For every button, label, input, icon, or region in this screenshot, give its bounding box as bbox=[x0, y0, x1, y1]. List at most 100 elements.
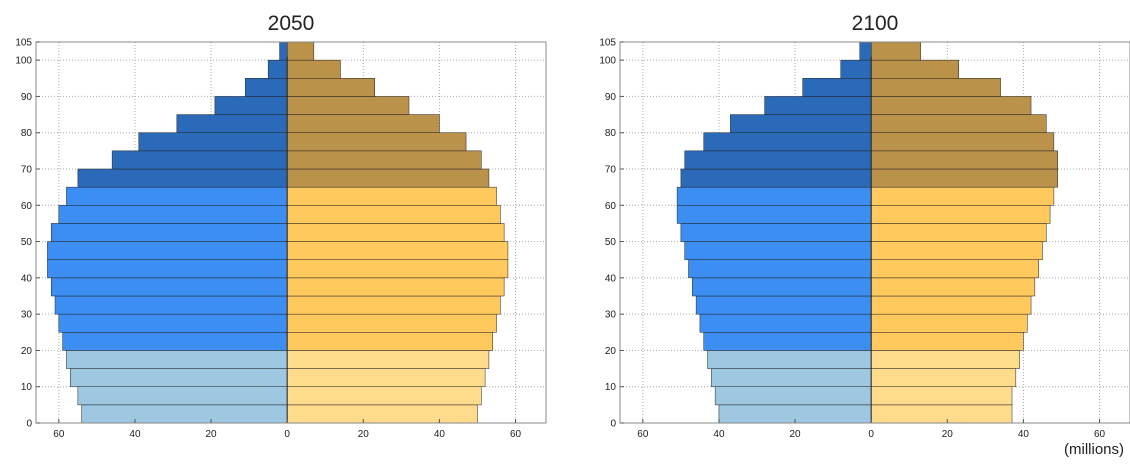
bar-left bbox=[680, 168, 872, 188]
y-tick-label: 0 bbox=[26, 419, 32, 430]
bar-left bbox=[859, 41, 872, 61]
y-tick-label: 50 bbox=[605, 237, 617, 248]
bar-left bbox=[245, 78, 288, 97]
bar-left bbox=[711, 368, 872, 387]
bar-left bbox=[50, 277, 288, 297]
bar-left bbox=[81, 404, 288, 424]
bar-right bbox=[286, 386, 482, 406]
y-tick-label: 90 bbox=[21, 92, 33, 103]
pyramid-plot: 0 10 20 30 40 50 60 70 80 90 100 105 60 40 20 0 20 40 60 bbox=[599, 38, 1130, 440]
bar-right bbox=[286, 295, 501, 315]
y-tick-label: 70 bbox=[605, 165, 617, 176]
bar-right bbox=[870, 132, 1055, 152]
bar-left bbox=[676, 205, 872, 224]
bar-right bbox=[870, 59, 959, 79]
bar-left bbox=[176, 114, 288, 133]
bar-left bbox=[695, 295, 872, 315]
bar-right bbox=[286, 59, 341, 79]
chart-title: 2050 bbox=[267, 12, 315, 35]
bar-left bbox=[66, 186, 288, 206]
x-tick-label: 0 bbox=[284, 429, 290, 440]
y-tick-label: 105 bbox=[15, 38, 32, 49]
chart-title: 2100 bbox=[851, 12, 899, 35]
bar-right bbox=[286, 186, 497, 206]
bar-right bbox=[870, 404, 1013, 424]
y-tick-label: 10 bbox=[21, 382, 33, 393]
bar-right bbox=[870, 350, 1020, 369]
bar-left bbox=[714, 386, 872, 406]
y-tick-label: 60 bbox=[21, 201, 33, 212]
bar-right bbox=[870, 150, 1058, 170]
y-tick-label: 30 bbox=[605, 310, 617, 321]
x-tick-label: 40 bbox=[129, 429, 141, 440]
bar-right bbox=[870, 386, 1013, 406]
bar-left bbox=[699, 313, 872, 333]
bar-right bbox=[286, 223, 505, 242]
bar-left bbox=[62, 332, 288, 351]
unit-label: (millions) bbox=[1064, 441, 1124, 458]
bar-right bbox=[286, 41, 315, 61]
bar-left bbox=[764, 96, 872, 115]
bar-right bbox=[870, 78, 1001, 97]
bar-left bbox=[47, 259, 288, 279]
bar-right bbox=[286, 114, 440, 133]
bar-right bbox=[286, 259, 509, 279]
x-tick-label: 20 bbox=[358, 429, 370, 440]
bar-right bbox=[286, 150, 482, 170]
bar-left bbox=[214, 96, 288, 115]
y-tick-label: 0 bbox=[610, 419, 616, 430]
bar-left bbox=[279, 41, 288, 61]
bar-right bbox=[870, 295, 1032, 315]
bar-left bbox=[707, 350, 872, 369]
bar-right bbox=[870, 332, 1024, 351]
bar-left bbox=[77, 168, 288, 188]
x-tick-label: 60 bbox=[637, 429, 649, 440]
y-tick-label: 30 bbox=[21, 310, 33, 321]
bar-right bbox=[286, 368, 486, 387]
bar-left bbox=[47, 241, 288, 260]
x-tick-label: 40 bbox=[434, 429, 446, 440]
bar-right bbox=[286, 132, 467, 152]
bar-right bbox=[870, 168, 1058, 188]
bar-left bbox=[680, 223, 872, 242]
y-tick-label: 20 bbox=[21, 346, 33, 357]
x-tick-label: 60 bbox=[510, 429, 522, 440]
bar-left bbox=[676, 186, 872, 206]
x-tick-label: 0 bbox=[868, 429, 874, 440]
bar-left bbox=[684, 150, 872, 170]
bar-left bbox=[692, 277, 872, 297]
x-tick-label: 20 bbox=[206, 429, 218, 440]
bar-left bbox=[70, 368, 288, 387]
y-tick-label: 20 bbox=[605, 346, 617, 357]
bar-right bbox=[870, 114, 1047, 133]
bar-right bbox=[286, 241, 509, 260]
bar-right bbox=[286, 404, 478, 424]
y-tick-label: 100 bbox=[599, 56, 616, 67]
bar-right bbox=[870, 41, 921, 61]
plot-frame bbox=[35, 41, 547, 424]
bar-right bbox=[286, 332, 493, 351]
bar-right bbox=[286, 277, 505, 297]
bar-left bbox=[703, 132, 872, 152]
y-tick-label: 105 bbox=[599, 38, 616, 49]
bar-right bbox=[870, 259, 1039, 279]
x-tick-label: 60 bbox=[53, 429, 65, 440]
bars bbox=[676, 41, 1058, 424]
bar-right bbox=[870, 223, 1047, 242]
y-tick-label: 60 bbox=[605, 201, 617, 212]
bar-left bbox=[77, 386, 288, 406]
bar-right bbox=[286, 313, 497, 333]
bar-right bbox=[286, 205, 501, 224]
bar-right bbox=[870, 277, 1036, 297]
y-tick-label: 80 bbox=[21, 128, 33, 139]
y-tick-label: 40 bbox=[21, 273, 33, 284]
y-tick-label: 40 bbox=[605, 273, 617, 284]
bar-left bbox=[138, 132, 288, 152]
bar-left bbox=[802, 78, 872, 97]
pyramid-chart-2050: 2050 0 10 20 30 40 50 60 70 80 90 100 105 60 40 20 0 20 4… bbox=[0, 0, 560, 464]
x-tick-label: 20 bbox=[790, 429, 802, 440]
pyramid-chart-2100: 2100 0 10 20 30 40 50 60 70 80 90 100 105 60 40 20 0 20 4… bbox=[570, 0, 1130, 464]
bar-left bbox=[730, 114, 872, 133]
bar-left bbox=[703, 332, 872, 351]
bar-left bbox=[111, 150, 288, 170]
